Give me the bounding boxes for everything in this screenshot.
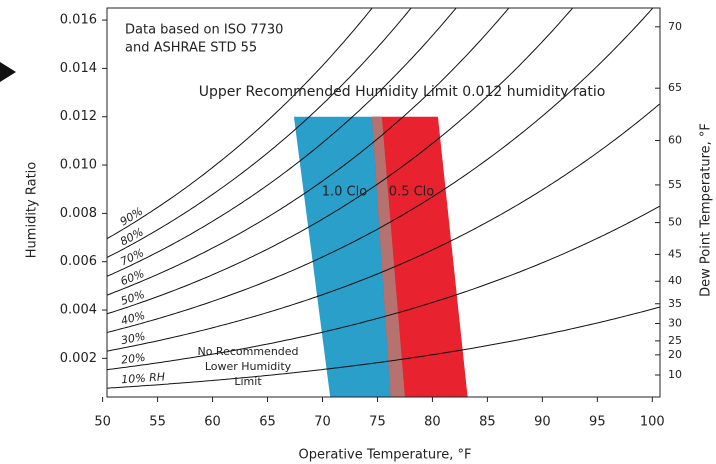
- rh-curve: [107, 306, 660, 389]
- y2-tick-label: 35: [668, 297, 682, 310]
- x-tick-label: 80: [424, 415, 441, 430]
- y2-tick-label: 30: [668, 317, 682, 330]
- x-tick-label: 65: [259, 415, 276, 430]
- y-tick-label: 0.012: [60, 109, 97, 124]
- x-tick-label: 55: [149, 415, 166, 430]
- rh-curve: [107, 8, 457, 277]
- rh-curve: [107, 205, 660, 371]
- rh-label: 20%: [120, 351, 146, 367]
- zone-overlap: [371, 116, 405, 397]
- y2-tick-label: 20: [668, 348, 682, 361]
- y2-tick-label: 25: [668, 334, 682, 347]
- arrow-icon: [0, 62, 16, 82]
- x-tick-label: 50: [94, 415, 111, 430]
- y-tick-label: 0.016: [60, 13, 97, 28]
- y2-tick-label: 50: [668, 216, 682, 229]
- x-axis-label: Operative Temperature, °F: [299, 448, 472, 463]
- zone-label: 0.5 Clo: [389, 185, 434, 200]
- rh-curve: [107, 8, 412, 258]
- lower-limit-label: Lower Humidity: [205, 360, 292, 373]
- y-tick-label: 0.004: [60, 303, 97, 318]
- rh-curves: [107, 8, 660, 389]
- rh-label: 90%: [118, 205, 146, 229]
- zone-label: 1.0 Clo: [322, 185, 367, 200]
- y2-tick-label: 40: [668, 274, 682, 287]
- y2-tick-label: 45: [668, 247, 682, 260]
- rh-curve: [107, 8, 510, 296]
- y-tick-label: 0.010: [60, 158, 97, 173]
- x-tick-label: 85: [479, 415, 496, 430]
- y-tick-label: 0.014: [60, 61, 97, 76]
- rh-curve: [107, 8, 574, 315]
- x-tick-label: 100: [640, 415, 665, 430]
- y2-tick-label: 70: [668, 20, 682, 33]
- x-tick-label: 90: [534, 415, 551, 430]
- note: and ASHRAE STD 55: [125, 41, 257, 56]
- y2-tick-label: 65: [668, 81, 682, 94]
- rh-label: 40%: [119, 309, 146, 328]
- plot-frame: [106, 7, 661, 398]
- y2-tick-label: 10: [668, 368, 682, 381]
- rh-label: 10% RH: [121, 370, 166, 386]
- lower-limit-label: No Recommended: [197, 345, 298, 358]
- lower-limit-label: Limit: [234, 375, 262, 388]
- x-tick-label: 60: [204, 415, 221, 430]
- x-tick-label: 95: [589, 415, 606, 430]
- y2-axis-label: Dew Point Temperature, °F: [699, 123, 714, 297]
- rh-curve: [107, 8, 373, 240]
- rh-label: 30%: [120, 330, 147, 348]
- rh-curve: [107, 8, 654, 333]
- y-tick-label: 0.008: [60, 206, 97, 221]
- rh-curve: [107, 103, 660, 352]
- y2-tick-label: 55: [668, 178, 682, 191]
- note: Data based on ISO 7730: [125, 23, 283, 38]
- y-tick-label: 0.006: [60, 254, 97, 269]
- y2-tick-label: 60: [668, 133, 682, 146]
- x-tick-label: 75: [369, 415, 386, 430]
- upper-limit-label: Upper Recommended Humidity Limit 0.012 h…: [199, 84, 606, 100]
- y-axis-label: Humidity Ratio: [25, 162, 40, 258]
- x-tick-label: 70: [314, 415, 331, 430]
- zones: [293, 116, 468, 397]
- y-tick-label: 0.002: [60, 351, 97, 366]
